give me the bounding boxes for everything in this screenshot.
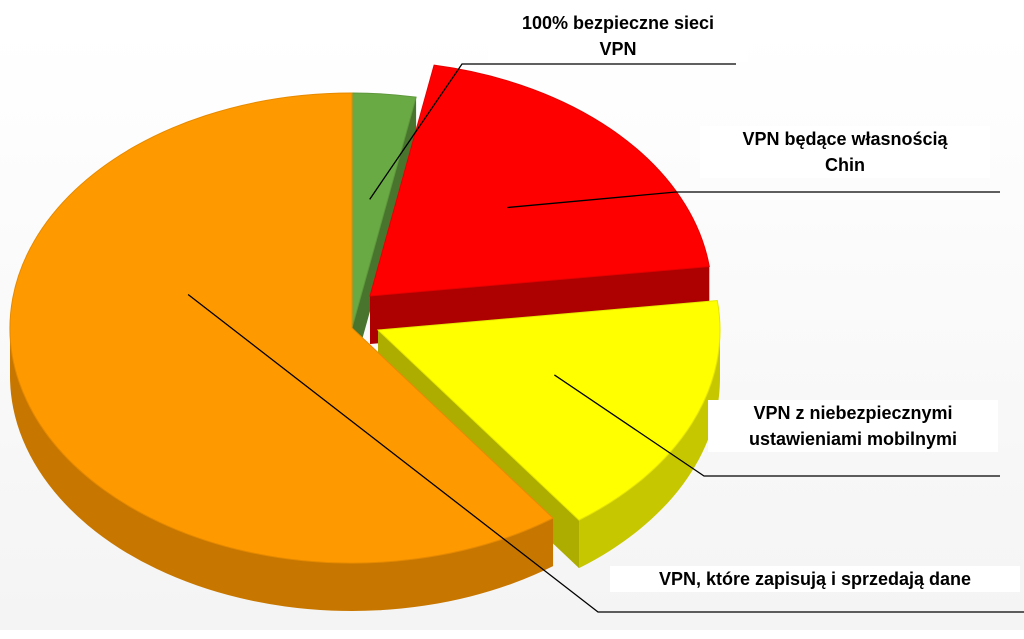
leader-line [369, 63, 736, 200]
leader-lines [187, 63, 1024, 613]
leader-line [554, 374, 1000, 477]
slice-rim [10, 328, 554, 612]
slice-label-chinese-owned: VPN będące własnością Chin [700, 126, 990, 178]
slice-label-secure-vpn: 100% bezpieczne sieci VPN [488, 10, 748, 62]
slice-label-line: VPN, które zapisują i sprzedają dane [658, 569, 972, 589]
slice-unsafe-mobile [376, 300, 721, 521]
slice-sell-data [9, 92, 554, 564]
slice-label-line: VPN [599, 39, 637, 59]
slice-rim [579, 330, 720, 569]
leader-line [507, 191, 1000, 209]
leader-line [187, 293, 1024, 613]
slice-label-line: 100% bezpieczne sieci [521, 13, 715, 33]
slice-label-line: VPN z niebezpiecznymi [753, 403, 953, 423]
slice-label-line: Chin [825, 155, 865, 175]
slice-label-unsafe-mobile: VPN z niebezpiecznymi ustawieniami mobil… [708, 400, 998, 452]
slice-side-face [352, 97, 417, 376]
slice-label-line: VPN będące własnością [742, 129, 948, 149]
pie-slices [9, 64, 721, 564]
slice-chinese-owned [369, 64, 710, 297]
slice-label-sell-data: VPN, które zapisują i sprzedają dane [610, 566, 1020, 592]
slice-label-line: ustawieniami mobilnymi [748, 429, 958, 449]
